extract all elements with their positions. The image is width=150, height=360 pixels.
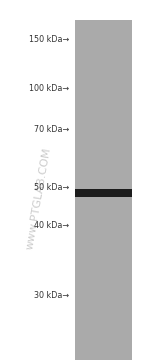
Bar [75, 189, 132, 197]
Bar [75, 186, 132, 189]
Bar [75, 184, 132, 186]
Bar [75, 202, 132, 205]
Bar [75, 20, 132, 360]
Text: 50 kDa→: 50 kDa→ [34, 183, 69, 192]
Bar [75, 185, 132, 188]
Text: 40 kDa→: 40 kDa→ [34, 220, 69, 230]
Text: 100 kDa→: 100 kDa→ [29, 84, 69, 93]
Text: www.PTGLAB.COM: www.PTGLAB.COM [25, 146, 53, 250]
Text: 30 kDa→: 30 kDa→ [34, 291, 69, 300]
Bar [75, 198, 132, 201]
Bar [75, 200, 132, 203]
Text: 150 kDa→: 150 kDa→ [29, 35, 69, 44]
Text: 70 kDa→: 70 kDa→ [34, 125, 69, 134]
